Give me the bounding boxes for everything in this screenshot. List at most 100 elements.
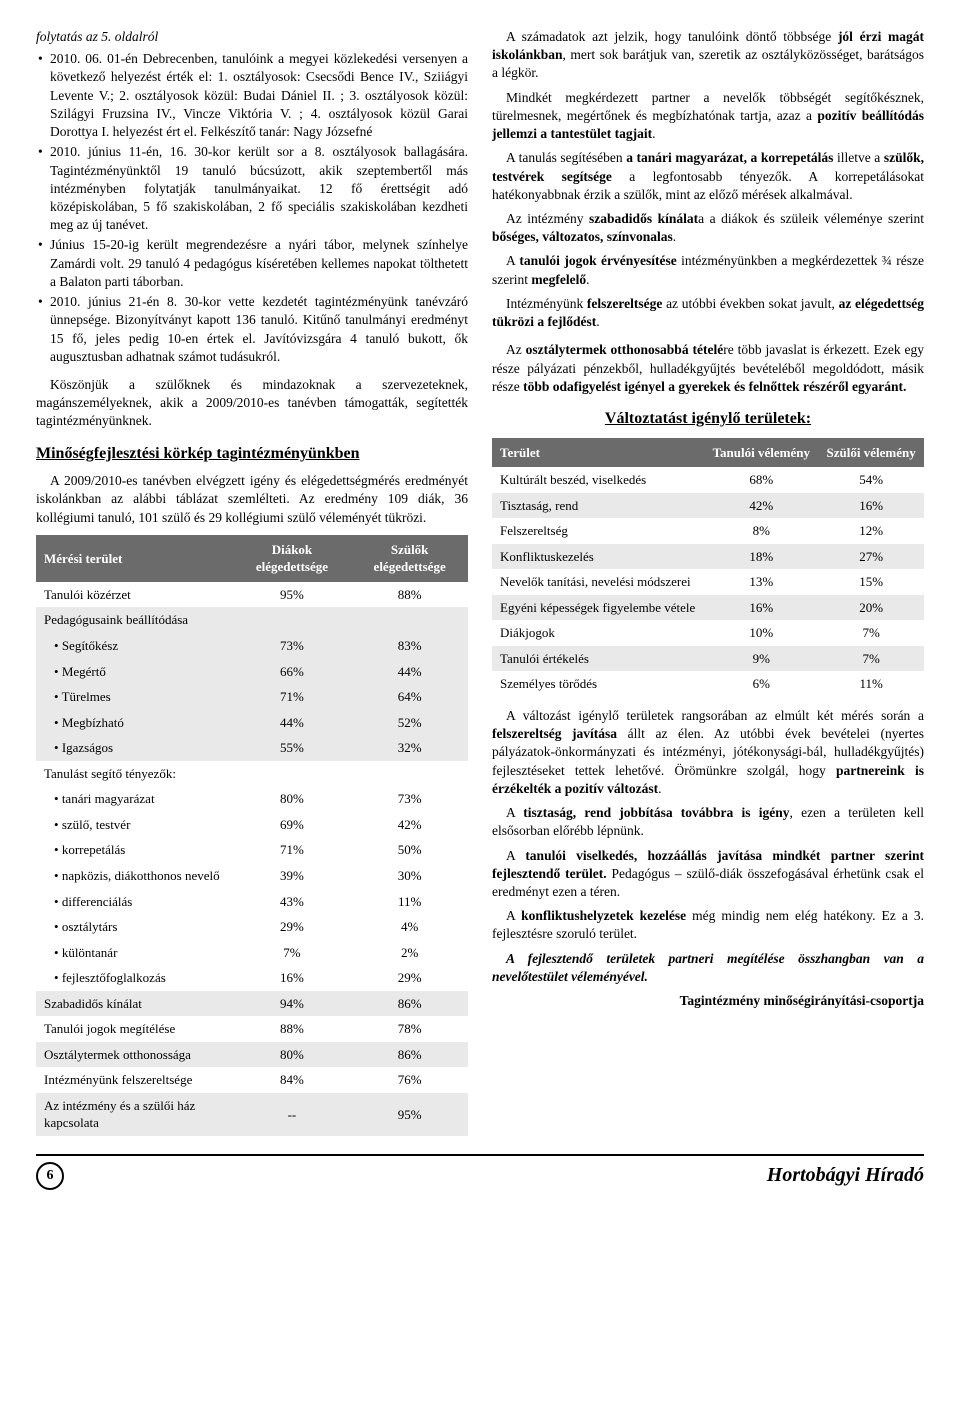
- row-value-1: 73%: [233, 633, 352, 659]
- row-value-2: 78%: [351, 1016, 468, 1042]
- row-value-2: 15%: [818, 569, 924, 595]
- table-row: napközis, diákotthonos nevelő39%30%: [36, 863, 468, 889]
- row-value-1: 10%: [704, 620, 818, 646]
- left-bullet-list: 2010. 06. 01-én Debrecenben, tanulóink a…: [36, 50, 468, 366]
- left-intro-paragraph: A 2009/2010-es tanévben elvégzett igény …: [36, 472, 468, 527]
- row-label: Tanulói értékelés: [492, 646, 704, 672]
- row-value-2: 16%: [818, 493, 924, 519]
- bullet-item: Június 15-20-ig került megrendezésre a n…: [36, 236, 468, 291]
- change-areas-table: TerületTanulói véleménySzülői vélemény K…: [492, 438, 924, 697]
- table-row: osztálytárs29%4%: [36, 914, 468, 940]
- row-value-2: 54%: [818, 467, 924, 493]
- row-value-1: 68%: [704, 467, 818, 493]
- left-column: folytatás az 5. oldalról 2010. 06. 01-én…: [36, 28, 468, 1136]
- row-label: Kultúrált beszéd, viselkedés: [492, 467, 704, 493]
- row-label: korrepetálás: [36, 837, 233, 863]
- row-value-1: 29%: [233, 914, 352, 940]
- row-value-1: 6%: [704, 671, 818, 697]
- publication-title: Hortobágyi Híradó: [767, 1162, 924, 1189]
- row-value-2: 20%: [818, 595, 924, 621]
- table-row: Tanulói jogok megítélése88%78%: [36, 1016, 468, 1042]
- row-value-2: 52%: [351, 710, 468, 736]
- continuation-note: folytatás az 5. oldalról: [36, 28, 468, 46]
- table-header: Szülői vélemény: [818, 438, 924, 468]
- row-value-1: 95%: [233, 582, 352, 608]
- table-row: Kultúrált beszéd, viselkedés68%54%: [492, 467, 924, 493]
- row-value-1: --: [233, 1093, 352, 1136]
- row-value-2: 12%: [818, 518, 924, 544]
- row-value-1: 18%: [704, 544, 818, 570]
- left-section-heading: Minőségfejlesztési körkép tagintézményün…: [36, 443, 468, 465]
- row-value-1: 80%: [233, 1042, 352, 1068]
- body-paragraph: A változást igénylő területek rangsorába…: [492, 707, 924, 798]
- row-label: Intézményünk felszereltsége: [36, 1067, 233, 1093]
- table-header: Terület: [492, 438, 704, 468]
- left-thanks-paragraph: Köszönjük a szülőknek és mindazoknak a s…: [36, 376, 468, 431]
- table-row: fejlesztőfoglalkozás16%29%: [36, 965, 468, 991]
- table-row: Konfliktuskezelés18%27%: [492, 544, 924, 570]
- row-label: szülő, testvér: [36, 812, 233, 838]
- table-row: differenciálás43%11%: [36, 889, 468, 915]
- row-value-1: 84%: [233, 1067, 352, 1093]
- row-value-2: 88%: [351, 582, 468, 608]
- row-value-2: 44%: [351, 659, 468, 685]
- table-row: Egyéni képességek figyelembe vétele16%20…: [492, 595, 924, 621]
- table-header: Mérési terület: [36, 535, 233, 582]
- right-section-heading: Változtatást igénylő területek:: [492, 408, 924, 430]
- row-label: Az intézmény és a szülői ház kapcsolata: [36, 1093, 233, 1136]
- row-value-2: 86%: [351, 991, 468, 1017]
- row-value-1: [233, 761, 352, 787]
- row-value-2: 7%: [818, 620, 924, 646]
- row-value-2: 73%: [351, 786, 468, 812]
- row-label: Nevelők tanítási, nevelési módszerei: [492, 569, 704, 595]
- row-value-2: 95%: [351, 1093, 468, 1136]
- body-paragraph: A konfliktushelyzetek kezelése még mindi…: [492, 907, 924, 943]
- row-value-2: 7%: [818, 646, 924, 672]
- body-paragraph: A tanulás segítésében a tanári magyaráza…: [492, 149, 924, 204]
- row-label: Segítőkész: [36, 633, 233, 659]
- table-row: Szabadidős kínálat94%86%: [36, 991, 468, 1017]
- row-value-1: [233, 607, 352, 633]
- row-value-2: 29%: [351, 965, 468, 991]
- table-row: Intézményünk felszereltsége84%76%: [36, 1067, 468, 1093]
- body-paragraph: A tanulói viselkedés, hozzáállás javítás…: [492, 847, 924, 902]
- row-value-1: 66%: [233, 659, 352, 685]
- row-value-1: 94%: [233, 991, 352, 1017]
- two-column-layout: folytatás az 5. oldalról 2010. 06. 01-én…: [36, 28, 924, 1136]
- row-label: Igazságos: [36, 735, 233, 761]
- row-value-2: 83%: [351, 633, 468, 659]
- body-paragraph: A számadatok azt jelzik, hogy tanulóink …: [492, 28, 924, 83]
- table-row: Osztálytermek otthonossága80%86%: [36, 1042, 468, 1068]
- row-value-2: 42%: [351, 812, 468, 838]
- row-value-2: 50%: [351, 837, 468, 863]
- row-label: Tanulást segítő tényezők:: [36, 761, 233, 787]
- row-label: Személyes törődés: [492, 671, 704, 697]
- bullet-item: 2010. június 11-én, 16. 30-kor került so…: [36, 143, 468, 234]
- row-label: Tanulói közérzet: [36, 582, 233, 608]
- signature-line: Tagintézmény minőségirányítási-csoportja: [492, 992, 924, 1010]
- body-paragraph: Az osztálytermek otthonosabbá tételére t…: [492, 341, 924, 396]
- row-value-1: 44%: [233, 710, 352, 736]
- row-label: Türelmes: [36, 684, 233, 710]
- body-paragraph: A fejlesztendő területek partneri megíté…: [492, 950, 924, 986]
- row-value-1: 71%: [233, 684, 352, 710]
- row-value-2: 64%: [351, 684, 468, 710]
- table-row: Tisztaság, rend42%16%: [492, 493, 924, 519]
- table-row: Tanulói közérzet95%88%: [36, 582, 468, 608]
- table-row: Tanulást segítő tényezők:: [36, 761, 468, 787]
- row-value-2: 27%: [818, 544, 924, 570]
- row-label: Megértő: [36, 659, 233, 685]
- page-number-circle: 6: [36, 1162, 64, 1190]
- row-value-2: 86%: [351, 1042, 468, 1068]
- row-label: Egyéni képességek figyelembe vétele: [492, 595, 704, 621]
- table-row: Megértő66%44%: [36, 659, 468, 685]
- table-row: Személyes törődés6%11%: [492, 671, 924, 697]
- row-label: napközis, diákotthonos nevelő: [36, 863, 233, 889]
- table-row: Nevelők tanítási, nevelési módszerei13%1…: [492, 569, 924, 595]
- row-label: tanári magyarázat: [36, 786, 233, 812]
- row-value-2: [351, 761, 468, 787]
- table-row: Az intézmény és a szülői ház kapcsolata-…: [36, 1093, 468, 1136]
- table-row: különtanár7%2%: [36, 940, 468, 966]
- row-label: Pedagógusaink beállítódása: [36, 607, 233, 633]
- row-value-1: 43%: [233, 889, 352, 915]
